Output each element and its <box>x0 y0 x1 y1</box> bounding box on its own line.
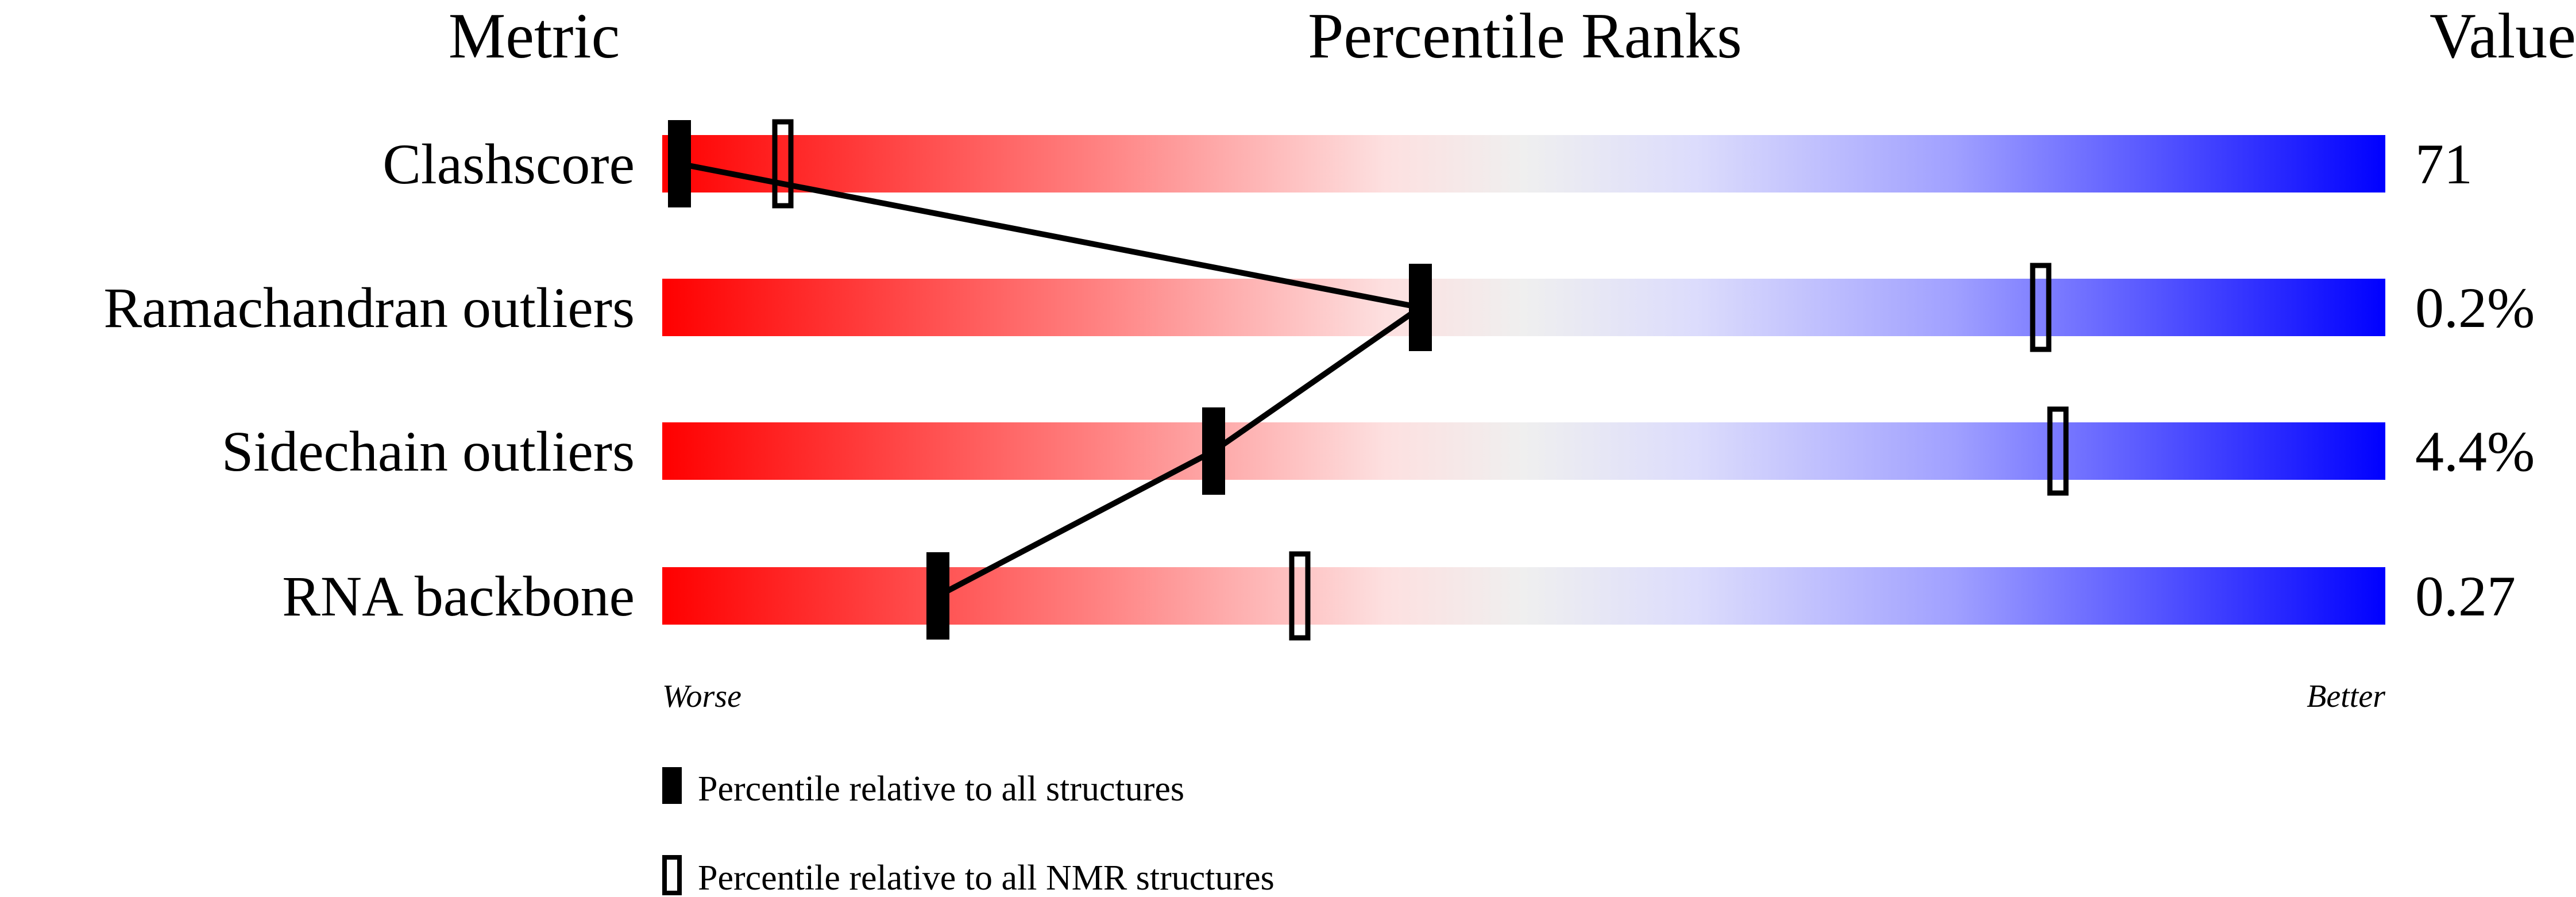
metric-value: 0.2% <box>2415 276 2535 340</box>
legend-nmr-label: Percentile relative to all NMR structure… <box>698 858 1275 897</box>
gradient-bar <box>662 135 2385 193</box>
nmr-percentile-marker <box>1289 551 1311 641</box>
all-percentile-marker <box>926 552 949 640</box>
gradient-bar <box>662 567 2385 625</box>
header-metric: Metric <box>449 1 620 72</box>
gradient-bar <box>662 422 2385 480</box>
percentile-connector-line <box>679 161 1428 599</box>
all-percentile-marker <box>1202 407 1225 495</box>
nmr-percentile-marker <box>2030 263 2052 352</box>
metric-value: 4.4% <box>2415 419 2535 483</box>
metric-label: Ramachandran outliers <box>103 276 635 340</box>
axis-worse-label: Worse <box>662 679 741 714</box>
legend-all-marker <box>662 767 682 804</box>
metric-value: 71 <box>2415 132 2473 196</box>
nmr-percentile-marker <box>772 119 794 209</box>
header-value: Value <box>2430 1 2576 72</box>
metric-label: Sidechain outliers <box>222 419 635 483</box>
metric-label: RNA backbone <box>282 564 635 628</box>
all-percentile-marker <box>1409 264 1432 351</box>
nmr-percentile-marker <box>2047 406 2069 496</box>
gradient-bar <box>662 279 2385 336</box>
metric-value: 0.27 <box>2415 564 2516 628</box>
legend-nmr-marker <box>662 855 682 895</box>
header-percentile-ranks: Percentile Ranks <box>1308 1 1742 72</box>
metric-label: Clashscore <box>383 132 635 196</box>
all-percentile-marker <box>668 120 691 207</box>
axis-better-label: Better <box>2307 679 2385 714</box>
legend-all-label: Percentile relative to all structures <box>698 769 1184 809</box>
